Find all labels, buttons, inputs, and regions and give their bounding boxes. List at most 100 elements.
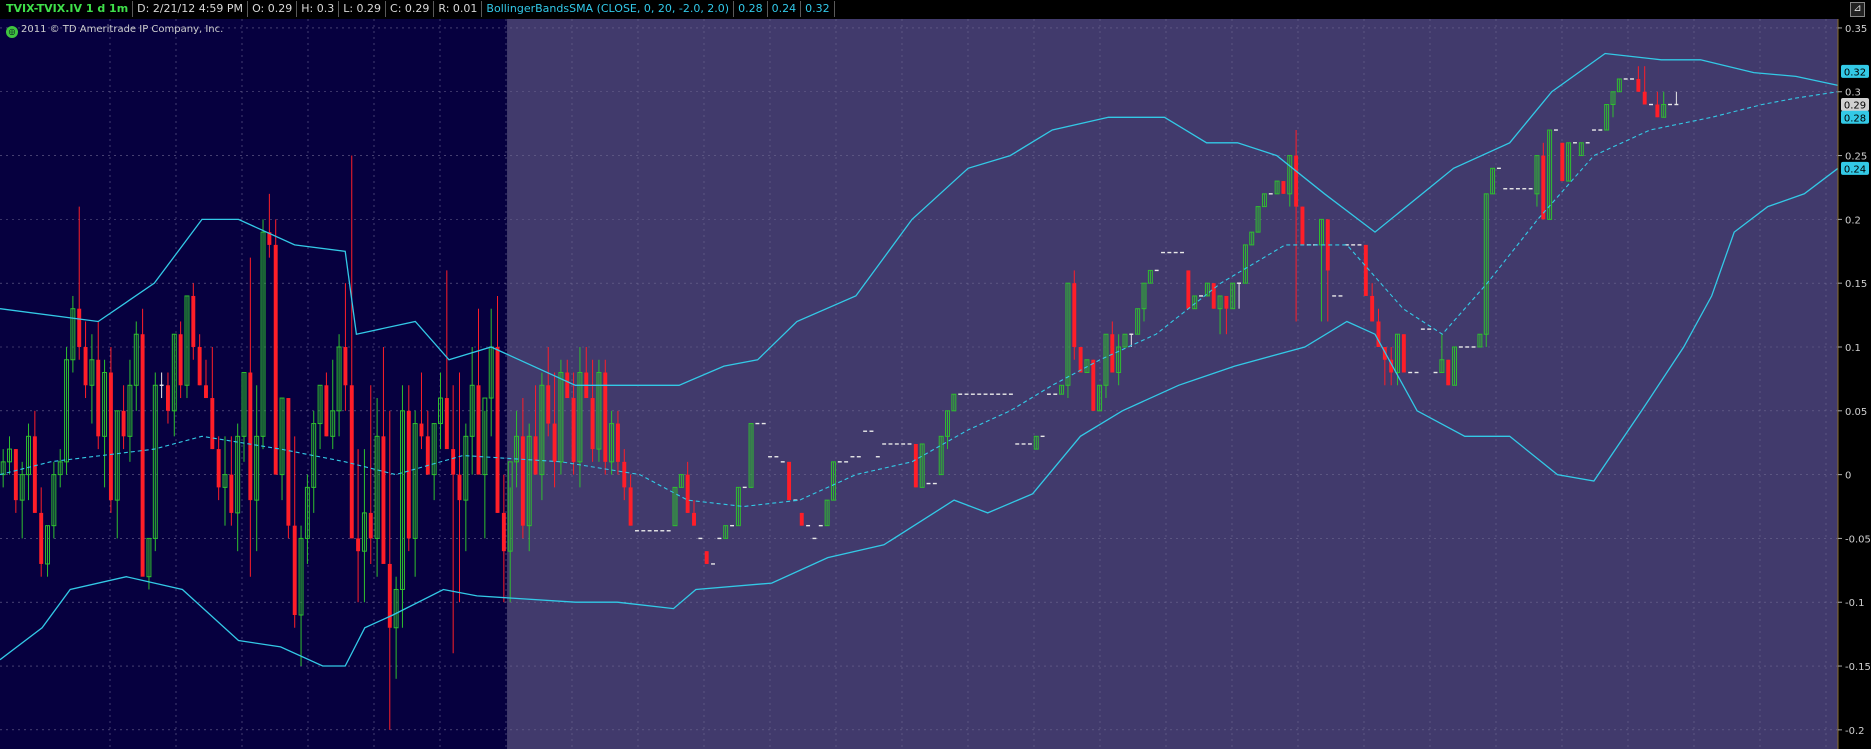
candle-body	[1141, 282, 1147, 310]
candle-body	[399, 410, 405, 590]
candle-body	[1097, 384, 1103, 412]
candle-body	[140, 334, 145, 577]
candle-body	[1604, 104, 1610, 131]
candle-body	[393, 588, 399, 629]
bollinger-bands	[0, 52, 1839, 667]
candle-body	[431, 423, 437, 476]
candle-body	[114, 410, 120, 501]
candle-body	[1274, 180, 1280, 195]
candle-body	[501, 512, 506, 552]
candle-body	[336, 346, 342, 412]
candle-body	[444, 398, 449, 450]
range-label: R: 0.01	[434, 1, 483, 17]
candle-body	[526, 435, 532, 527]
candle-body	[1230, 282, 1236, 310]
candle-body	[748, 423, 754, 488]
close-label: C: 0.29	[386, 1, 435, 17]
candle-body	[349, 385, 354, 539]
candle-body	[127, 384, 133, 437]
candle-body	[13, 449, 18, 501]
candle-body	[533, 436, 538, 475]
candle-body	[1636, 78, 1641, 92]
candle-body	[1376, 321, 1381, 347]
candle-body	[51, 474, 57, 527]
candle-body	[596, 372, 602, 450]
candle-body	[1389, 359, 1394, 373]
candle-body	[70, 308, 76, 361]
candle-body	[235, 435, 241, 514]
candle-body	[1541, 155, 1546, 220]
candle-body	[577, 372, 583, 463]
y-tick-label: 0.05	[1845, 407, 1867, 418]
candle-body	[279, 397, 285, 476]
candle-body	[368, 512, 373, 539]
candle-body	[1655, 104, 1660, 118]
candle-body	[945, 410, 950, 437]
candle-body	[1103, 333, 1109, 386]
candle-body	[1084, 359, 1090, 374]
candle-body	[799, 512, 804, 526]
candle-body	[197, 346, 202, 386]
candle-body	[1242, 244, 1248, 284]
candle-body	[951, 393, 957, 412]
candle-body	[1483, 193, 1489, 335]
candle-body	[1059, 384, 1065, 395]
candle-body	[1186, 270, 1191, 309]
candle-body	[102, 372, 108, 437]
candle-body	[1566, 142, 1572, 182]
candle-body	[463, 435, 469, 501]
candle-body	[1135, 308, 1141, 335]
expand-icon[interactable]: ⊿	[1850, 2, 1865, 17]
candle-body	[1249, 231, 1255, 246]
candle-body	[1642, 91, 1647, 105]
candle-body	[19, 474, 25, 501]
candle-body	[1300, 206, 1305, 245]
candle-body	[672, 486, 678, 527]
candle-body	[558, 372, 564, 463]
candle-body	[406, 410, 411, 539]
session-background	[507, 19, 1839, 749]
symbol-label[interactable]: TVIX-TVIX.IV 1 d 1m	[2, 1, 134, 17]
candle-body	[1211, 283, 1216, 309]
candle-body	[514, 435, 520, 463]
y-tick-label: 0.3	[1845, 88, 1861, 99]
candle-body	[387, 563, 392, 628]
candle-body	[1294, 155, 1299, 207]
study-label[interactable]: BollingerBandsSMA (CLOSE, 0, 20, -2.0, 2…	[482, 1, 735, 17]
candle-body	[171, 333, 177, 412]
candle-body	[507, 461, 513, 552]
candle-body	[64, 359, 70, 463]
price-tag-label: 0.29	[1844, 101, 1866, 112]
candle-body	[520, 436, 525, 526]
candle-body	[1452, 346, 1458, 386]
candle-body	[1192, 295, 1198, 310]
candlestick-series	[0, 66, 1679, 730]
candle-body	[191, 295, 196, 347]
candle-body	[248, 372, 253, 501]
candle-body	[204, 385, 208, 399]
candle-body	[692, 512, 696, 526]
candle-body	[830, 461, 836, 501]
candle-body	[546, 385, 551, 424]
candle-body	[1446, 359, 1451, 386]
td-logo-icon: ◎	[6, 26, 18, 38]
price-axis[interactable]: 0.35 0.3 0.25 0.2 0.15 0.1 0.05 0 -0.05 -0.1 -0.15…	[1838, 24, 1871, 737]
candle-body	[723, 525, 729, 539]
candle-body	[539, 384, 545, 476]
candle-body	[273, 244, 278, 475]
lower-band-line	[0, 167, 1839, 667]
y-tick-label: 0.35	[1845, 24, 1867, 35]
price-tag-box	[1841, 110, 1869, 124]
study-value-lower: 0.24	[768, 1, 802, 17]
copyright-text: 2011 © TD Ameritrade IP Company, Inc.	[21, 24, 224, 35]
y-tick-label: 0.1	[1845, 343, 1861, 354]
candle-body	[913, 443, 918, 488]
price-tag-label: 0.32	[1844, 67, 1866, 78]
candle-body	[1255, 206, 1261, 233]
candle-body	[304, 486, 310, 539]
candle-body	[260, 231, 266, 437]
candle-body	[425, 436, 430, 475]
candle-body	[298, 537, 304, 616]
header-bar: TVIX-TVIX.IV 1 d 1m D: 2/21/12 4:59 PM O…	[0, 0, 1871, 19]
